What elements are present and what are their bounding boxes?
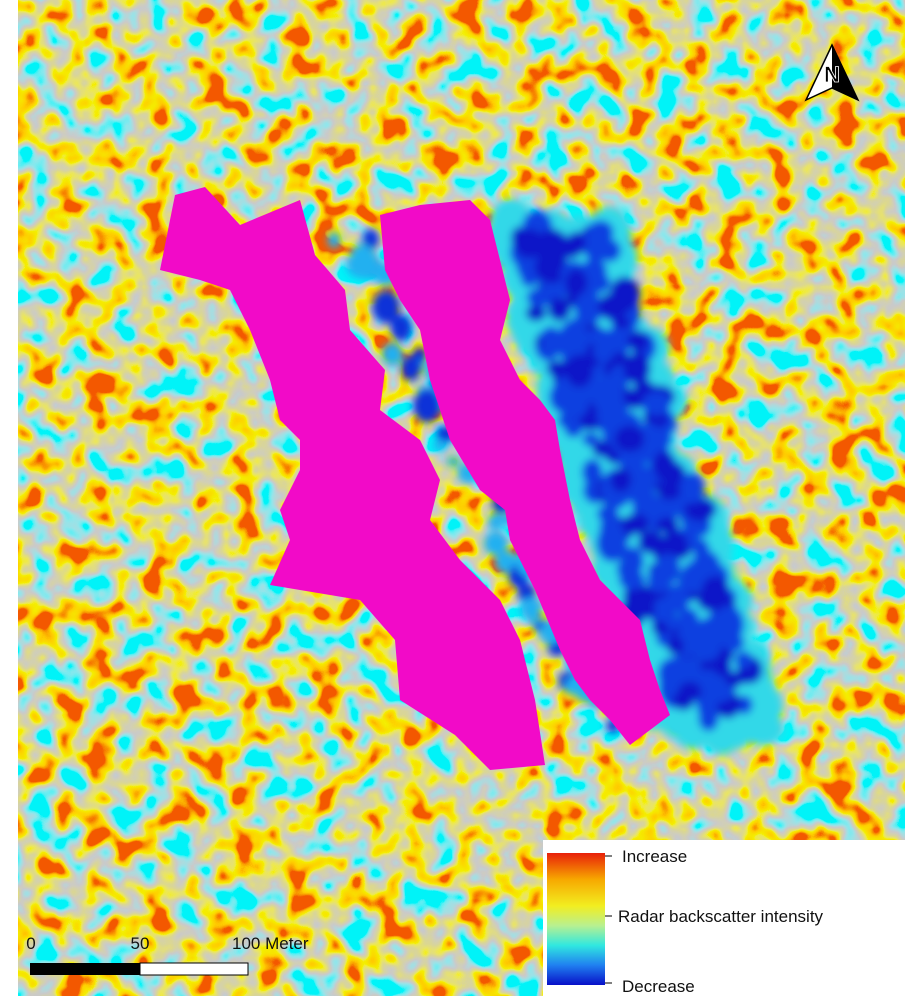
decrease-patch xyxy=(627,330,649,352)
decrease-patch xyxy=(521,273,537,287)
decrease-patch xyxy=(596,407,619,427)
decrease-patch xyxy=(433,440,448,452)
decrease-patch xyxy=(666,637,684,655)
decrease-patch xyxy=(352,247,378,274)
decrease-patch xyxy=(656,517,679,533)
decrease-patch xyxy=(653,451,676,479)
decrease-patch xyxy=(609,299,628,316)
decrease-patch xyxy=(593,341,614,362)
legend-ramp xyxy=(547,853,605,985)
decrease-patch xyxy=(488,513,504,530)
decrease-patch xyxy=(592,441,613,457)
decrease-patch xyxy=(655,554,680,585)
decrease-patch xyxy=(642,392,671,416)
decrease-patch xyxy=(622,514,650,535)
legend-low: Decrease xyxy=(622,977,695,996)
decrease-patch xyxy=(599,517,622,540)
decrease-patch xyxy=(714,606,745,644)
decrease-patch xyxy=(599,239,621,262)
map-figure: N 0 50 100 Meter Increase Radar backscat… xyxy=(0,0,910,996)
decrease-patch xyxy=(677,657,702,683)
decrease-patch xyxy=(623,352,650,384)
decrease-patch xyxy=(566,354,593,387)
legend: Increase Radar backscatter intensity Dec… xyxy=(543,840,910,996)
decrease-patch xyxy=(691,550,720,578)
decrease-patch xyxy=(654,598,672,612)
legend-high: Increase xyxy=(622,847,687,866)
decrease-patch xyxy=(709,682,734,702)
scale-label: 100 Meter xyxy=(232,934,309,953)
decrease-patch xyxy=(520,597,542,620)
decrease-patch xyxy=(677,608,699,634)
decrease-patch xyxy=(541,326,562,353)
scale-label: 50 xyxy=(131,934,150,953)
decrease-patch xyxy=(382,343,403,366)
decrease-patch xyxy=(526,288,552,307)
legend-title: Radar backscatter intensity xyxy=(618,907,824,926)
decrease-patch xyxy=(565,269,587,296)
decrease-patch xyxy=(545,231,567,251)
decrease-patch xyxy=(735,651,752,670)
decrease-patch xyxy=(526,305,546,321)
decrease-patch xyxy=(619,570,645,590)
decrease-patch xyxy=(372,290,399,323)
decrease-patch xyxy=(541,252,565,270)
north-label: N xyxy=(824,62,840,87)
decrease-patch xyxy=(611,468,632,492)
decrease-patch xyxy=(446,456,460,467)
decrease-patch xyxy=(613,316,630,330)
decrease-patch xyxy=(615,426,645,452)
decrease-patch xyxy=(678,682,701,702)
decrease-patch xyxy=(595,375,624,406)
decrease-patch xyxy=(560,388,589,420)
decrease-patch xyxy=(564,419,582,438)
decrease-patch xyxy=(680,472,705,504)
decrease-patch xyxy=(547,360,567,376)
scale-label: 0 xyxy=(26,934,35,953)
decrease-patch xyxy=(690,633,721,661)
decrease-patch xyxy=(328,232,341,248)
